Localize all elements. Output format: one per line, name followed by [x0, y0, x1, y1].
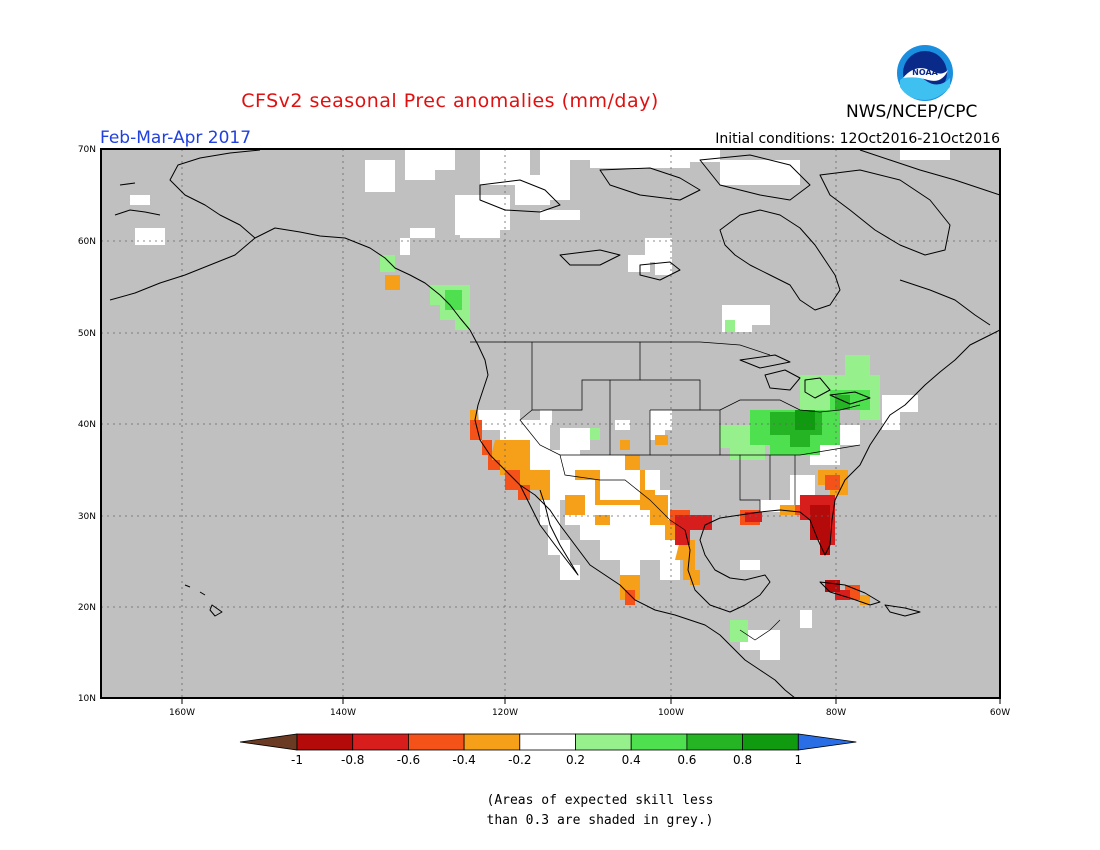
forecast-period: Feb-Mar-Apr 2017 [100, 128, 252, 148]
map-frame [100, 148, 1001, 699]
lat-tick-label: 50N [78, 329, 96, 339]
colorbar-label: 0.4 [622, 753, 641, 767]
colorbar-segment [407, 733, 465, 751]
lon-tick-label: 120W [492, 708, 518, 718]
skill-footnote: (Areas of expected skill less than 0.3 a… [420, 791, 780, 831]
colorbar-label: -0.2 [508, 753, 531, 767]
colorbar-segment [519, 733, 576, 751]
colorbar-label: -1 [291, 753, 303, 767]
lon-tick-label: 60W [990, 708, 1010, 718]
agency-label: NWS/NCEP/CPC [846, 102, 978, 122]
lat-tick-label: 10N [78, 694, 96, 704]
footnote-line: (Areas of expected skill less [486, 793, 714, 808]
colorbar-label: 0.8 [733, 753, 752, 767]
lon-tick-label: 140W [330, 708, 356, 718]
colorbar-label: -0.4 [452, 753, 475, 767]
initial-conditions: Initial conditions: 12Oct2016-21Oct2016 [715, 131, 1000, 147]
wet-0.8-1 [795, 410, 815, 430]
colorbar-segment [352, 733, 409, 751]
lon-tick-label: 80W [826, 708, 846, 718]
colorbar-segment [296, 733, 354, 751]
graticule [101, 149, 1000, 698]
colorbar-label: 0.2 [566, 753, 585, 767]
lat-tick-label: 30N [78, 512, 96, 522]
colorbar-arrow-right [797, 733, 857, 751]
lon-tick-label: 100W [658, 708, 684, 718]
near-normal-areas [130, 150, 950, 660]
colorbar-segment [630, 733, 688, 751]
lat-tick-label: 20N [78, 603, 96, 613]
noaa-logo-icon: NOAA [895, 43, 955, 103]
colorbar-segment [686, 733, 744, 751]
axis-ticks [181, 698, 1001, 704]
anomaly-shading [101, 149, 1000, 698]
colorbar-segment [575, 733, 632, 751]
colorbar-label: 0.6 [677, 753, 696, 767]
colorbar-segment [463, 733, 521, 751]
latitude-labels: 70N 60N 50N 40N 30N 20N 10N [78, 145, 96, 704]
colorbar-label: 1 [794, 753, 802, 767]
colorbar-arrow-left [239, 733, 298, 751]
lon-tick-label: 160W [169, 708, 195, 718]
colorbar-label: -0.8 [341, 753, 364, 767]
logo-text: NOAA [912, 68, 938, 77]
footnote-line: than 0.3 are shaded in grey.) [486, 813, 714, 828]
colorbar-label: -0.6 [397, 753, 420, 767]
colorbar-segment [742, 733, 799, 751]
coastlines [109, 149, 1000, 698]
lat-tick-label: 40N [78, 420, 96, 430]
lat-tick-label: 70N [78, 145, 96, 155]
longitude-labels: 160W 140W 120W 100W 80W 60W [169, 708, 1010, 718]
political-borders [470, 341, 861, 641]
colorbar: -1 -0.8 -0.6 -0.4 -0.2 0.2 0.4 0.6 0.8 1 [239, 733, 857, 767]
map-title: CFSv2 seasonal Prec anomalies (mm/day) [241, 90, 659, 112]
lat-tick-label: 60N [78, 237, 96, 247]
